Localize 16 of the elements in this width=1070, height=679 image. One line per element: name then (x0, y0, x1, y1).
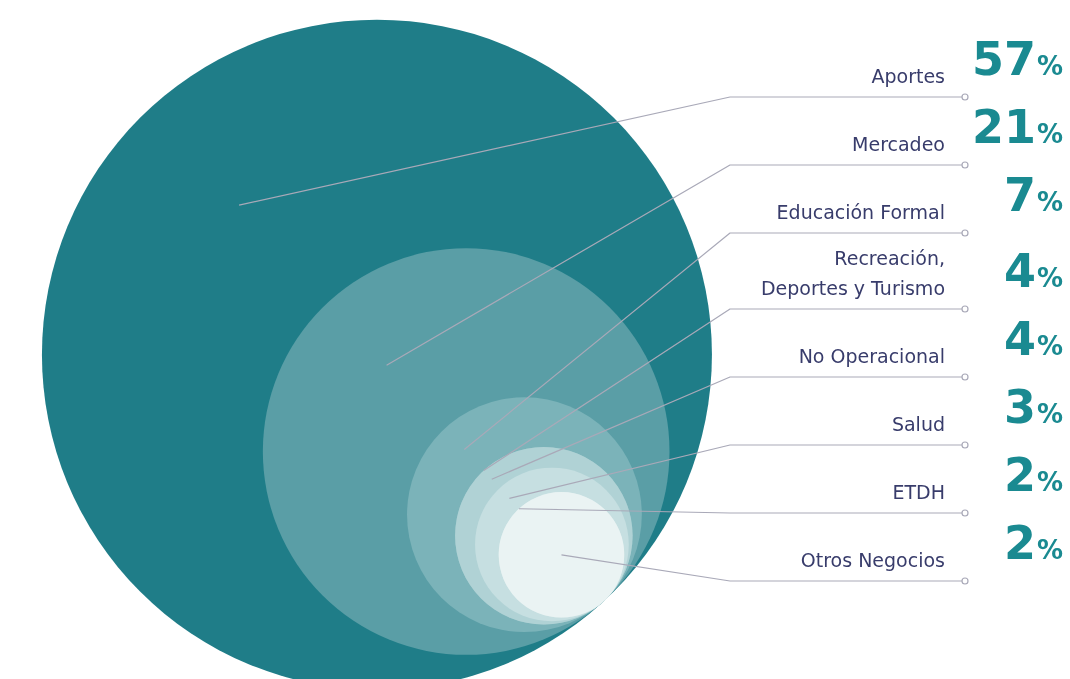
category-label: ETDH (892, 481, 945, 503)
data-label: 2% (1003, 448, 1064, 502)
category-label: Aportes (871, 65, 945, 87)
data-label: 4% (1003, 312, 1064, 366)
category-label: Otros Negocios (800, 549, 945, 571)
category-label: Educación Formal (776, 201, 945, 223)
data-label: 7% (1003, 168, 1064, 222)
data-label: 4% (1003, 244, 1064, 298)
data-label: 57% (971, 32, 1064, 86)
category-label: Recreación, Deportes y Turismo (760, 247, 945, 299)
data-label: 3% (1003, 380, 1064, 434)
data-label: 2% (1003, 516, 1064, 570)
category-label: Mercadeo (852, 133, 945, 155)
category-label: Salud (891, 413, 945, 435)
data-label: 21% (971, 100, 1064, 154)
category-label: No Operacional (798, 345, 945, 367)
